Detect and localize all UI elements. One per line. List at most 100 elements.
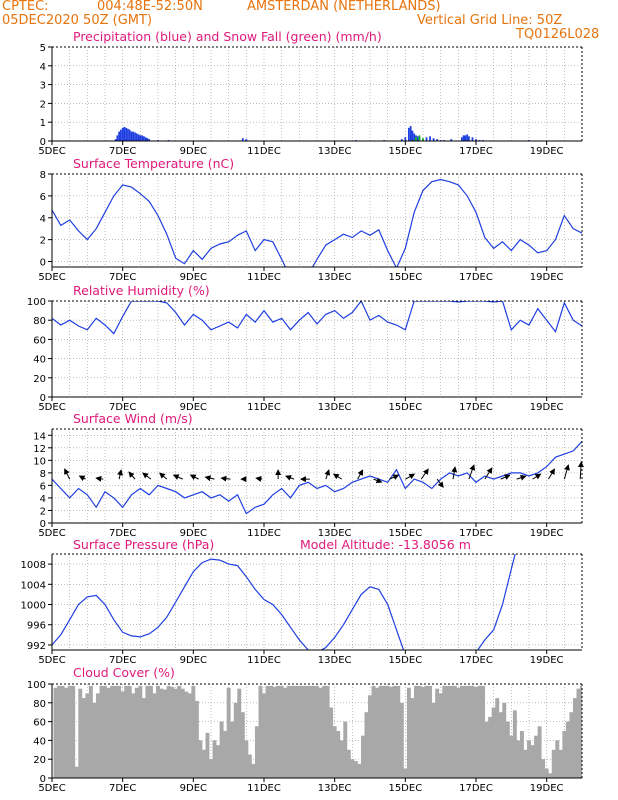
y-tick-label: 80 [33, 699, 46, 710]
x-tick-label: 7DEC [109, 402, 136, 413]
x-tick-label: 5DEC [38, 272, 65, 283]
wind-vector [500, 474, 511, 480]
cloud-cover-bar [247, 754, 252, 778]
cloud-cover-bar [438, 693, 443, 778]
cloud-cover-bar [307, 685, 312, 778]
cloud-cover-bar [350, 759, 355, 778]
header-code: TQ0126L028 [516, 27, 600, 42]
cloud-cover-bar [152, 693, 157, 778]
wind-vector [64, 468, 71, 480]
precip-bar [466, 134, 469, 141]
wind-vector [420, 468, 429, 480]
cloud-cover-bar [141, 698, 146, 778]
y-tick-label: 60 [33, 718, 46, 729]
wind-vector [285, 475, 295, 481]
cloud-cover-bar [346, 749, 351, 778]
cloud-cover-bar [523, 749, 528, 778]
y-tick-label: 0 [40, 137, 46, 148]
y-tick-label: 20 [33, 374, 46, 385]
cloud-cover-bar [78, 688, 83, 778]
wind-vector [95, 475, 104, 482]
cloud-cover-bar [127, 685, 132, 778]
precip-bar [118, 131, 121, 141]
x-tick-label: 9DEC [180, 402, 207, 413]
precip-bar [404, 137, 407, 141]
x-tick-label: 19DEC [530, 402, 564, 413]
cloud-cover-bar [106, 687, 111, 778]
precip-bar [148, 139, 151, 141]
cloud-cover-bar [382, 685, 387, 778]
cloud-cover-bar [431, 702, 436, 778]
cloud-cover-bar [484, 721, 489, 778]
x-tick-label: 9DEC [180, 783, 207, 794]
cloud-cover-bar [198, 740, 203, 778]
precip-bar [135, 133, 138, 141]
header-coords: 004:48E-52:50N [97, 0, 203, 14]
y-tick-label: 8 [40, 170, 46, 181]
cloud-cover-bar [269, 685, 274, 778]
x-tick-label: 11DEC [247, 655, 281, 666]
y-tick-label: 100 [27, 297, 46, 308]
cloud-cover-bar [99, 685, 104, 778]
cloud-cover-bar [544, 768, 549, 778]
x-tick-label: 17DEC [459, 528, 493, 539]
cloud-cover-bar [276, 685, 281, 778]
cloud-cover-bar [283, 687, 288, 778]
wind-vector [563, 464, 570, 480]
cloud-cover-bar [230, 721, 235, 778]
wind-vector [172, 474, 183, 480]
cloud-cover-bar [403, 768, 408, 778]
wind-vector [78, 475, 86, 482]
cloud-cover-bar [509, 735, 514, 778]
cloud-cover-bar [237, 688, 242, 778]
cloud-cover-bar [223, 731, 228, 778]
y-tick-label: 40 [33, 736, 46, 747]
cloud-cover-bar [375, 687, 380, 778]
cloud-cover-bar [166, 685, 171, 778]
y-tick-label: 2 [40, 99, 46, 110]
wind-vector [436, 478, 444, 488]
cloud-cover-bar [117, 685, 122, 778]
panel-title: Surface Temperature (nC) [73, 156, 234, 171]
cloud-cover-bar [565, 721, 570, 778]
cloud-cover-bar [463, 685, 468, 778]
cloud-cover-bar [124, 685, 129, 778]
cloud-cover-bar [325, 685, 330, 778]
x-tick-label: 11DEC [247, 783, 281, 794]
x-tick-label: 9DEC [180, 146, 207, 157]
cloud-cover-bar [519, 731, 524, 778]
cloud-cover-bar [262, 693, 266, 778]
precip-bar [146, 138, 149, 141]
cloud-cover-bar [194, 700, 199, 778]
wind-vector [373, 477, 383, 484]
cloud-cover-bar [258, 685, 263, 778]
cloud-cover-bar [424, 685, 429, 778]
precip-bar [139, 135, 142, 141]
cloud-cover-bar [163, 689, 168, 778]
cloud-cover-bar [103, 685, 107, 778]
y-tick-label: 5 [40, 43, 46, 54]
cloud-cover-bar [272, 686, 277, 778]
x-tick-label: 7DEC [109, 272, 136, 283]
cloud-cover-bar [449, 685, 454, 778]
cloud-cover-bar [459, 685, 464, 778]
panel-title: Cloud Cover (%) [73, 665, 175, 680]
y-tick-label: 2 [40, 506, 46, 517]
y-tick-label: 10 [33, 456, 46, 467]
cloud-cover-bar [413, 685, 418, 778]
cloud-cover-bar [428, 685, 433, 778]
x-tick-label: 15DEC [388, 528, 422, 539]
cloud-cover-bar [537, 726, 542, 778]
y-tick-label: 4 [40, 494, 46, 505]
cloud-cover-bar [233, 702, 238, 778]
header-location: AMSTERDAN (NETHERLANDS) [247, 0, 441, 14]
wind-vector [484, 467, 493, 480]
cloud-cover-bar [530, 745, 535, 778]
cloud-cover-bar [410, 698, 415, 778]
x-tick-label: 7DEC [109, 783, 136, 794]
y-tick-label: 2 [40, 236, 46, 247]
cloud-cover-bar [445, 685, 450, 778]
cloud-cover-bar [470, 685, 475, 778]
cloud-cover-bar [491, 707, 496, 778]
